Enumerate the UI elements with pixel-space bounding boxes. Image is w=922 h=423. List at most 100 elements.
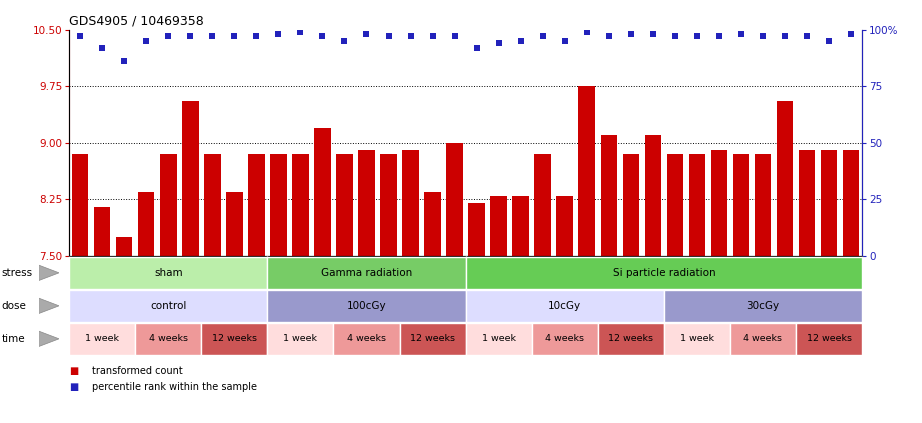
Text: 4 weeks: 4 weeks (743, 334, 783, 343)
Bar (182, 101, 198, 256)
Bar (94, 207, 111, 256)
Point (227, 33, 242, 40)
Text: 1 week: 1 week (85, 334, 119, 343)
Bar (513, 195, 529, 256)
Point (95, 44, 110, 51)
Point (425, 33, 440, 40)
Text: percentile rank within the sample: percentile rank within the sample (92, 382, 257, 392)
Bar (226, 192, 242, 256)
Bar (402, 150, 419, 256)
Bar (116, 237, 133, 256)
Bar (491, 195, 507, 256)
Text: 12 weeks: 12 weeks (807, 334, 852, 343)
Point (337, 38, 352, 44)
Point (381, 33, 396, 40)
Bar (204, 154, 220, 256)
Point (536, 33, 550, 40)
Text: 1 week: 1 week (680, 334, 714, 343)
Text: ■: ■ (69, 382, 78, 392)
Bar (468, 203, 485, 256)
Text: 4 weeks: 4 weeks (347, 334, 386, 343)
Text: 4 weeks: 4 weeks (148, 334, 188, 343)
Bar (446, 143, 463, 256)
Point (491, 40, 506, 47)
Point (601, 33, 616, 40)
Point (183, 33, 197, 40)
Polygon shape (39, 331, 59, 346)
Bar (138, 192, 155, 256)
Point (514, 38, 528, 44)
Bar (314, 128, 331, 256)
Bar (689, 154, 705, 256)
Bar (843, 150, 859, 256)
Bar (535, 154, 551, 256)
Bar (733, 154, 750, 256)
Text: 1 week: 1 week (283, 334, 317, 343)
Text: 12 weeks: 12 weeks (212, 334, 257, 343)
Point (579, 28, 594, 35)
Point (645, 31, 660, 38)
Bar (72, 154, 89, 256)
Bar (270, 154, 287, 256)
Text: time: time (2, 334, 26, 344)
Point (315, 33, 330, 40)
Point (469, 44, 484, 51)
Bar (667, 154, 683, 256)
Point (205, 33, 219, 40)
Point (756, 33, 771, 40)
Text: Gamma radiation: Gamma radiation (321, 268, 412, 278)
Bar (424, 192, 441, 256)
Bar (622, 154, 639, 256)
Point (623, 31, 638, 38)
Bar (644, 135, 661, 256)
Bar (776, 101, 793, 256)
Point (139, 38, 154, 44)
Bar (248, 154, 265, 256)
Text: 100cGy: 100cGy (347, 301, 386, 311)
Point (117, 58, 132, 65)
Text: sham: sham (154, 268, 183, 278)
Bar (160, 154, 176, 256)
Bar (337, 154, 353, 256)
Bar (755, 154, 771, 256)
Bar (711, 150, 727, 256)
Bar (557, 195, 573, 256)
Text: Si particle radiation: Si particle radiation (612, 268, 715, 278)
Text: GDS4905 / 10469358: GDS4905 / 10469358 (69, 15, 204, 28)
Text: 4 weeks: 4 weeks (545, 334, 585, 343)
Point (73, 33, 88, 40)
Point (777, 33, 792, 40)
Point (249, 33, 264, 40)
Point (271, 31, 286, 38)
Bar (821, 150, 837, 256)
Point (822, 38, 836, 44)
Point (447, 33, 462, 40)
Point (799, 33, 814, 40)
Bar (578, 86, 595, 256)
Point (360, 31, 374, 38)
Text: dose: dose (2, 301, 27, 311)
Text: 30cGy: 30cGy (747, 301, 779, 311)
Bar (600, 135, 617, 256)
Text: 10cGy: 10cGy (549, 301, 581, 311)
Text: control: control (150, 301, 186, 311)
Point (712, 33, 727, 40)
Point (161, 33, 176, 40)
Text: stress: stress (2, 268, 33, 278)
Polygon shape (39, 265, 59, 280)
Point (557, 38, 572, 44)
Bar (359, 150, 374, 256)
Text: ■: ■ (69, 365, 78, 376)
Point (293, 28, 308, 35)
Point (403, 33, 418, 40)
Point (690, 33, 704, 40)
Text: 12 weeks: 12 weeks (410, 334, 455, 343)
Bar (798, 150, 815, 256)
Text: 12 weeks: 12 weeks (609, 334, 654, 343)
Point (668, 33, 682, 40)
Bar (380, 154, 396, 256)
Text: transformed count: transformed count (92, 365, 183, 376)
Bar (292, 154, 309, 256)
Point (844, 31, 858, 38)
Text: 1 week: 1 week (481, 334, 515, 343)
